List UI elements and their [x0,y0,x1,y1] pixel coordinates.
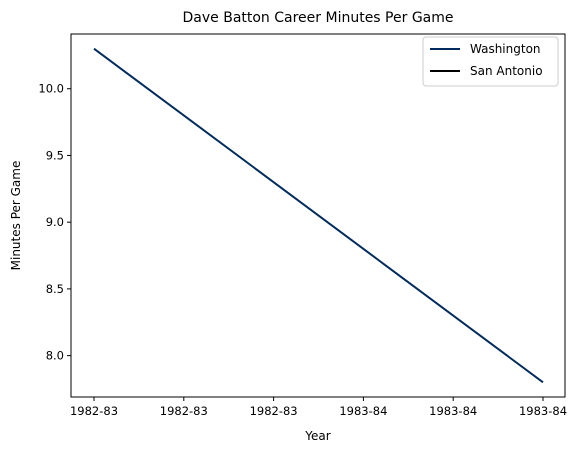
x-tick-label: 1983-84 [429,404,477,418]
legend-items: Washington San Antonio [430,42,543,78]
x-tick-label: 1982-83 [250,404,298,418]
legend-label-1: San Antonio [470,64,543,78]
x-tick-label: 1983-84 [339,404,387,418]
legend-label-0: Washington [470,42,541,56]
legend: Washington San Antonio [422,36,559,87]
plot-frame [70,33,566,398]
series-layer [93,47,544,384]
y-tick-label: 10.0 [38,82,64,96]
y-tick-label: 8.0 [46,349,64,363]
x-tick-label: 1983-84 [519,404,567,418]
plot-area: 1982-83 1982-83 1982-83 1983-84 1983-84 1983-… [38,33,567,418]
y-tick-label: 8.5 [46,282,64,296]
x-tick-label: 1982-83 [160,404,208,418]
y-axis-label: Minutes Per Game [9,161,23,271]
chart-title: Dave Batton Career Minutes Per Game [183,10,454,26]
x-axis-ticks: 1982-83 1982-83 1982-83 1983-84 1983-84 1983-… [70,397,567,418]
y-tick-label: 9.0 [46,215,64,229]
y-tick-label: 9.5 [46,148,64,162]
x-tick-label: 1982-83 [70,404,118,418]
series-line-0 [93,47,544,384]
y-axis-ticks: 8.0 8.5 9.0 9.5 10.0 [38,82,71,363]
x-axis-label: Year [304,429,330,443]
